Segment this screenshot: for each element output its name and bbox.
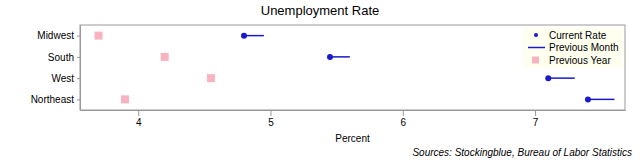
x-tick-label: 5 [268,117,274,128]
x-tick-mark [403,110,404,116]
legend-symbol [528,47,545,49]
legend: Current RatePrevious Month Previous Year [523,28,623,68]
y-axis: Midwest South West Northeast [31,26,81,111]
legend-label: Current Rate [549,30,607,41]
current-rate-marker [241,33,247,39]
x-axis-title: Percent [335,133,370,144]
legend-background [523,28,623,68]
y-tick: Northeast [31,94,80,105]
y-tick-label: South [48,52,74,63]
legend-symbol [534,33,538,37]
x-axis-line [81,110,626,111]
x-tick-label: 4 [136,117,142,128]
x-tick-label: 7 [533,117,539,128]
x-tick-mark [535,110,536,116]
title: Unemployment Rate [261,3,380,18]
legend-label: Previous Year [549,55,611,66]
x-tick-mark [270,110,271,116]
previous-year-marker [121,95,129,103]
x-tick-label: 6 [400,117,406,128]
current-rate-marker [585,96,591,102]
plot: 4 5 6 7 Midwest South West Northeast Percent Curr… [31,25,626,144]
previous-year-marker [207,74,215,82]
source-note: Sources: Stockingblue, Bureau of Labor S… [412,147,632,158]
plot-frame [80,25,625,110]
x-axis: 4 5 6 7 [81,110,626,128]
current-rate-marker [545,75,551,81]
legend-symbol [532,57,539,64]
y-tick-mark [77,99,80,100]
y-tick-mark [77,36,80,37]
previous-year-marker [95,32,103,40]
y-tick-label: Midwest [37,30,74,41]
chart: Unemployment Rate 4 5 6 7 Midwest South West Nor… [0,0,640,160]
y-tick: Midwest [37,30,80,41]
x-tick: 5 [268,110,274,128]
x-tick: 7 [533,110,539,128]
previous-year-marker [161,53,169,61]
x-tick-mark [138,110,139,116]
y-tick-mark [77,78,80,79]
y-tick-label: Northeast [31,94,75,105]
x-tick: 4 [136,110,142,128]
legend-label: Previous Month [549,42,618,53]
current-rate-marker [327,54,333,60]
y-axis-line [80,26,81,111]
y-tick-mark [77,57,80,58]
y-tick: West [51,73,80,84]
previous-month-line [588,99,614,101]
y-tick: South [48,52,80,63]
y-tick-label: West [51,73,74,84]
x-tick: 6 [400,110,406,128]
previous-month-line [548,77,574,79]
